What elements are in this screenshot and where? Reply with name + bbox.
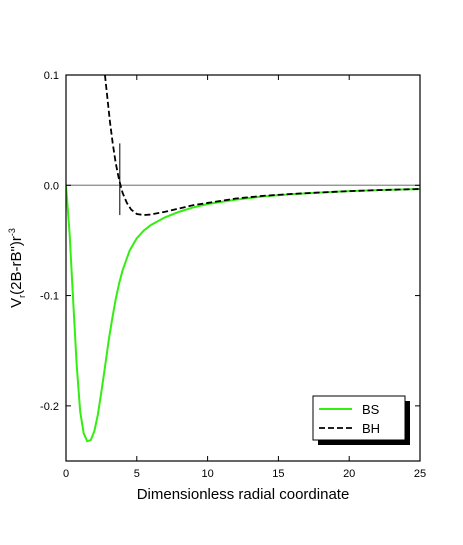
x-tick-label: 20	[343, 468, 355, 480]
x-tick-label: 25	[414, 468, 426, 480]
legend-box	[312, 395, 406, 441]
legend: BS BH	[312, 395, 410, 445]
y-axis-label: Vr(2B-rB")r-3	[7, 228, 27, 308]
x-tick-label: 15	[272, 468, 284, 480]
x-tick-label: 10	[201, 468, 213, 480]
x-tick-label: 5	[134, 468, 140, 480]
y-tick-label: 0.0	[44, 180, 59, 192]
y-axis-ticks: 0.1 0.0 -0.1 -0.2	[40, 70, 420, 413]
x-axis-ticks: 0 5 10 15 20 25	[63, 75, 426, 480]
series-line-bh	[104, 75, 420, 216]
legend-label-bh: BH	[362, 421, 380, 436]
plot-frame	[65, 74, 421, 462]
y-tick-label: -0.2	[40, 401, 59, 413]
x-axis-label: Dimensionless radial coordinate	[137, 486, 350, 503]
y-tick-label: -0.1	[40, 291, 59, 303]
legend-label-bs: BS	[362, 402, 380, 417]
x-tick-label: 0	[63, 468, 69, 480]
y-tick-label: 0.1	[44, 70, 59, 82]
